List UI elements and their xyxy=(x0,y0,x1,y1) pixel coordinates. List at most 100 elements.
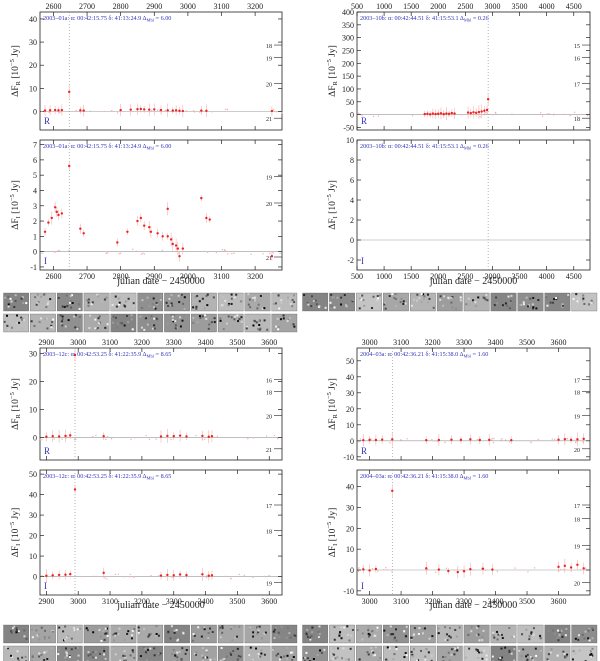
data-point xyxy=(166,109,169,112)
faint-point xyxy=(275,111,278,113)
data-point xyxy=(488,438,491,442)
thumbnail-noise xyxy=(589,650,592,653)
thumbnail-noise xyxy=(470,630,473,633)
data-point xyxy=(200,109,203,112)
thumbnail-noise xyxy=(537,299,540,302)
thumbnail-noise xyxy=(393,296,396,299)
faint-point xyxy=(357,568,359,570)
thumbnail-noise xyxy=(175,629,178,632)
thumbnail-noise xyxy=(378,650,381,653)
thumbnail-noise xyxy=(58,626,61,629)
faint-point xyxy=(205,576,208,579)
faint-point xyxy=(562,568,565,571)
thumbnail-noise xyxy=(106,634,109,637)
thumbnail-noise xyxy=(501,637,504,640)
thumbnail-stamp xyxy=(302,624,329,644)
faint-point xyxy=(119,252,122,255)
thumbnail-noise xyxy=(23,319,26,322)
thumbnail-noise xyxy=(368,633,371,636)
thumbnail-noise xyxy=(346,633,349,636)
thumbnail-noise xyxy=(154,307,157,310)
thumbnail-noise xyxy=(97,317,100,320)
thumbnail-noise xyxy=(388,647,391,650)
thumbnail-noise xyxy=(376,629,379,632)
faint-point xyxy=(61,438,63,440)
y-tick-label: 100 xyxy=(342,85,354,94)
data-point xyxy=(205,216,208,220)
thumbnail-noise xyxy=(558,634,561,637)
data-point xyxy=(582,437,585,441)
y-tick-label: 20 xyxy=(29,61,37,70)
y-tick-label: -10 xyxy=(343,587,354,596)
thumbnail-noise xyxy=(230,293,233,296)
thumbnail-noise xyxy=(172,320,175,323)
thumbnail-noise xyxy=(358,307,361,310)
data-point xyxy=(563,564,567,568)
thumbnail-noise xyxy=(209,658,212,661)
panel-title-sub: Mbl xyxy=(146,476,154,481)
thumbnail-noise xyxy=(442,304,445,307)
thumbnail-noise xyxy=(94,327,97,330)
thumbnail-noise xyxy=(374,634,377,637)
faint-point xyxy=(391,571,393,573)
mag-tick-label: 17 xyxy=(266,504,272,510)
thumbnail-noise xyxy=(303,293,306,296)
thumbnail-noise xyxy=(581,633,584,636)
band-label: R xyxy=(44,446,50,456)
thumbnail-noise xyxy=(452,647,455,650)
thumbnail-noise xyxy=(143,316,146,319)
data-point xyxy=(51,574,54,577)
mag-tick-label: 20 xyxy=(266,82,272,88)
faint-point xyxy=(151,109,153,112)
y-tick-label: 300 xyxy=(342,34,354,43)
faint-point xyxy=(389,442,391,444)
data-point xyxy=(102,571,105,575)
top-x-tick-label: 3600 xyxy=(261,338,277,347)
thumbnail-noise xyxy=(227,304,230,307)
data-point xyxy=(82,109,85,112)
thumbnail-noise xyxy=(323,293,326,296)
thumbnail-noise xyxy=(205,649,208,652)
thumbnail-noise xyxy=(418,296,421,299)
thumbnail-noise xyxy=(257,629,260,632)
thumbnail-noise xyxy=(15,631,18,634)
thumbnail-noise xyxy=(444,656,447,659)
thumbnail-noise xyxy=(147,635,150,638)
thumbnail-noise xyxy=(174,320,177,323)
thumbnail-noise xyxy=(492,631,495,634)
thumbnail-noise xyxy=(508,626,511,629)
thumbnail-stamp xyxy=(409,292,436,312)
panel-frame xyxy=(356,469,591,596)
thumbnail-noise xyxy=(403,630,406,633)
thumbnail-noise xyxy=(565,628,568,631)
faint-point xyxy=(238,573,240,576)
thumbnail-noise xyxy=(18,321,21,324)
thumbnail-noise xyxy=(525,628,528,631)
thumbnail-noise xyxy=(5,646,8,649)
thumbnail-noise xyxy=(319,649,322,652)
thumbnail-stamp xyxy=(571,624,598,644)
thumbnail-noise xyxy=(582,297,585,300)
faint-point xyxy=(541,115,544,117)
thumbnail-noise xyxy=(172,648,175,651)
thumbnail-noise xyxy=(153,647,156,650)
thumbnail-noise xyxy=(257,630,260,633)
y-tick-label: 0 xyxy=(350,437,354,446)
thumbnail-noise xyxy=(383,629,386,632)
thumbnail-noise xyxy=(481,635,484,638)
thumbnail-noise xyxy=(507,302,510,305)
data-point xyxy=(459,438,463,442)
thumbnail-noise xyxy=(16,314,19,317)
thumbnail-noise xyxy=(64,325,67,328)
faint-point xyxy=(203,438,206,440)
thumbnail-noise xyxy=(61,324,64,327)
y-tick-label: 350 xyxy=(342,21,354,30)
faint-point xyxy=(95,434,97,437)
faint-point xyxy=(68,436,71,438)
thumbnail-noise xyxy=(25,637,28,640)
faint-point xyxy=(103,110,105,113)
thumbnail-noise xyxy=(422,297,425,300)
faint-point xyxy=(133,576,135,578)
thumbnail-noise xyxy=(496,638,499,641)
thumbnail-noise xyxy=(143,328,146,331)
